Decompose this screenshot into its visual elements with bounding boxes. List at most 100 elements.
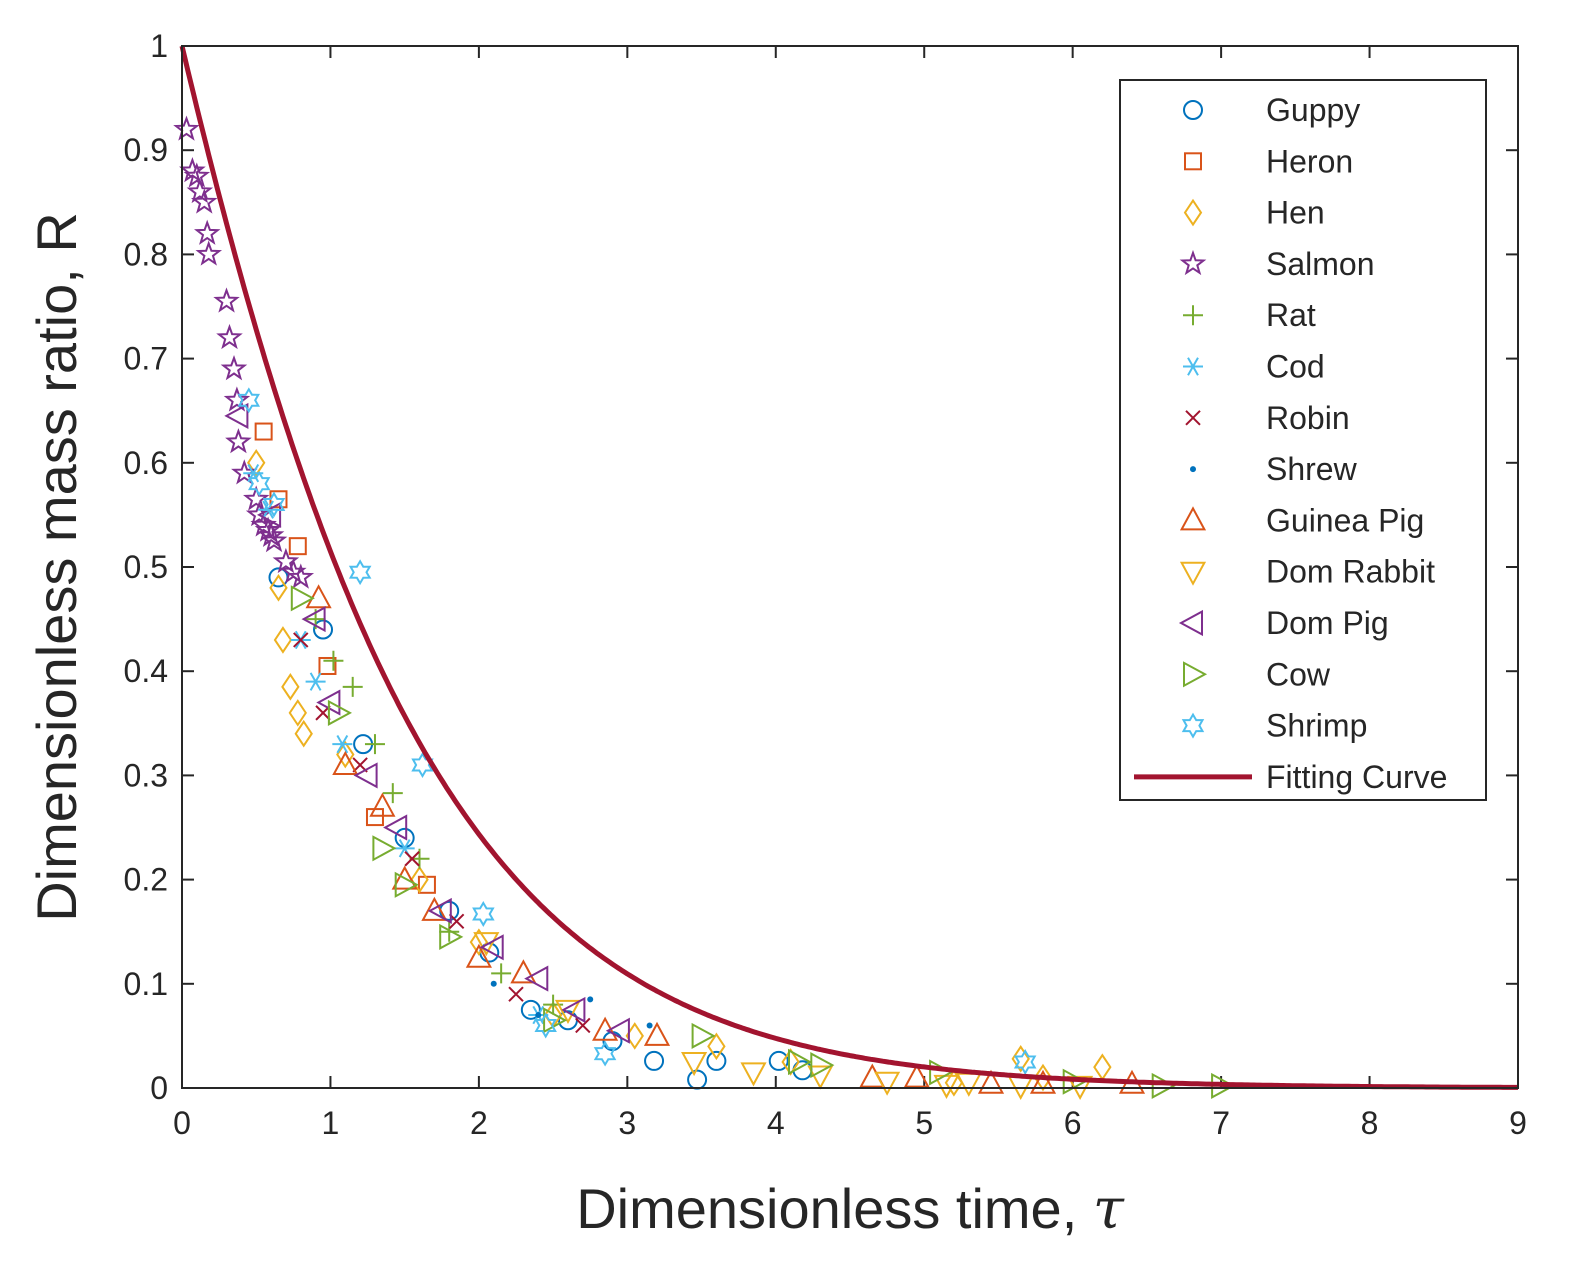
legend-label-robin: Robin [1266,400,1350,436]
y-tick-label: 0.5 [124,549,168,585]
dom-rabbit-point [874,1071,901,1096]
x-axis-title-text: Dimensionless time, [576,1177,1093,1240]
hen-point [469,928,489,956]
guppy-point [768,1050,789,1071]
hen-point [1033,1063,1053,1092]
y-tick-label: 0 [150,1070,168,1106]
salmon-point [220,355,248,381]
x-tick-label: 2 [470,1105,488,1141]
guppy-point [644,1050,665,1071]
y-tick-label: 0.6 [124,445,168,481]
legend-swatch-dom-pig [1178,609,1203,637]
dom-pig-point [353,762,378,789]
fitting-curve-layer [179,45,1518,1090]
shrimp-point [237,387,261,414]
shrew-point [490,980,497,987]
rat-point [543,994,564,1015]
guinea-pig-point [465,943,492,968]
salmon-point [186,177,214,204]
legend-label-heron: Heron [1266,143,1353,179]
dom-pig-point [561,996,586,1023]
shrimp-point [593,1040,617,1067]
y-tick-label: 1 [150,28,168,64]
hen-point [410,865,429,894]
legend-label-cod: Cod [1266,349,1325,385]
y-tick-label: 0.4 [124,653,168,689]
dom-rabbit-point [554,999,582,1024]
salmon-point [257,521,285,548]
guinea-pig-point [1029,1069,1057,1094]
salmon-point [179,157,206,183]
y-tick-label: 0.9 [124,132,168,168]
cow-point [543,1007,568,1034]
hen-point [288,699,307,727]
legend-swatch-heron [1184,152,1202,171]
legend-swatch-shrew [1190,466,1196,473]
dom-pig-point [301,606,326,633]
salmon-point [213,287,240,313]
hen-point [269,574,288,602]
x-tick-label: 4 [767,1105,785,1141]
dom-pig-point [224,402,249,429]
legend-swatch-shrimp [1181,712,1205,739]
hen-point [247,448,266,477]
legend-swatch-dom-rabbit [1179,561,1207,586]
legend-swatch-salmon [1179,249,1207,276]
x-tick-label: 9 [1509,1105,1527,1141]
hen-point [273,626,293,654]
x-tick-label: 6 [1064,1105,1082,1141]
robin-point [404,851,420,867]
y-axis-title: Dimensionless mass ratio, R [25,212,88,922]
rat-point [382,783,403,804]
legend-label-hen: Hen [1266,195,1325,231]
robin-point [448,913,465,929]
guinea-pig-point [903,1063,930,1088]
cow-point [1151,1072,1176,1099]
legend: Guppy Heron Hen Salmon Rat Cod Robin Shrew Guine… [1119,79,1487,801]
y-tick-label: 0.7 [124,341,168,377]
guppy-point [520,999,541,1020]
shrew-point [535,1012,542,1019]
plot-frame [181,45,1519,1089]
hen-point [294,719,313,748]
shrew-point [587,996,594,1003]
fitting-curve-line [179,45,1518,1090]
robin-point [575,1017,591,1034]
legend-swatch-guinea-pig [1179,506,1207,531]
shrimp-point [262,491,286,518]
guinea-pig-point [643,1021,671,1046]
guinea-pig-point [859,1063,886,1088]
shrimp-point [1013,1049,1037,1075]
hen-point [281,673,300,701]
dom-pig-point [479,934,504,961]
dom-pig-point [427,897,452,924]
guppy-point [687,1069,708,1090]
heron-point [365,808,384,827]
heron-point [288,537,307,556]
shrimp-point [534,1012,557,1039]
guppy-point [706,1050,727,1071]
x-tick-label: 5 [915,1105,933,1141]
cod-point [332,734,353,754]
dom-rabbit-point [473,932,500,957]
robin-point [293,632,309,648]
data-markers [173,115,1236,1100]
salmon-point [183,162,211,188]
hen-point [781,1048,800,1076]
x-axis-title: Dimensionless time, τ [576,1177,1125,1242]
rat-point [364,734,385,755]
legend-swatch-cod [1183,357,1203,376]
heron-point [254,422,273,441]
heron-point [318,656,337,675]
cow-point [327,699,352,726]
hen-point [1093,1053,1112,1081]
salmon-point [225,428,252,454]
legend-swatch-rat [1183,305,1203,326]
legend-swatch-robin [1185,410,1201,426]
y-tick-label: 0.8 [124,236,168,272]
dom-pig-point [524,965,549,992]
shrimp-point [472,901,495,927]
guppy-point [313,619,334,640]
rat-point [323,650,344,671]
